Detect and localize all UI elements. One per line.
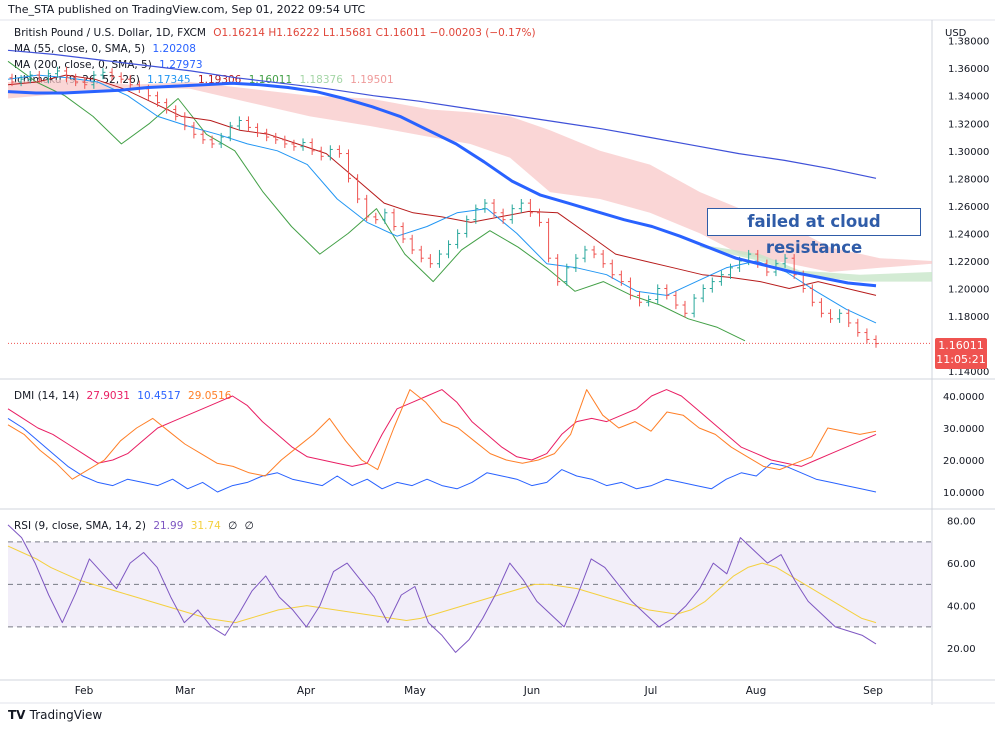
time-axis-tick: Aug [746, 685, 767, 697]
symbol-name: British Pound / U.S. Dollar, 1D, FXCM [14, 27, 206, 39]
price-axis-tick: 1.26000 [948, 202, 989, 213]
dmi-axis-tick: 40.0000 [943, 392, 984, 403]
time-axis-tick: Jun [523, 685, 540, 697]
time-axis-tick: May [404, 685, 426, 697]
dmi-series-1 [7, 417, 877, 493]
dmi-axis-tick: 30.0000 [943, 424, 984, 435]
time-axis-tick: Feb [75, 685, 94, 697]
rsi-line [7, 524, 877, 653]
last-price-tag: 1.16011 11:05:21 [935, 338, 987, 369]
rsi-axis-tick: 60.00 [947, 559, 976, 570]
ohlc-values: O1.16214 H1.16222 L1.15681 C1.16011 −0.0… [213, 27, 536, 39]
symbol-legend: British Pound / U.S. Dollar, 1D, FXCM O1… [14, 27, 540, 39]
tenkan-line [7, 74, 877, 324]
tradingview-footer: 𝗧𝗩 TradingView [8, 708, 102, 722]
kijun-line [7, 74, 877, 296]
price-axis-tick: 1.38000 [948, 37, 989, 48]
ichimoku-cloud [8, 79, 932, 272]
ma55-legend: MA (55, close, 0, SMA, 5) 1.20208 [14, 43, 200, 55]
price-axis-tick: 1.14000 [948, 367, 989, 378]
chikou-span [7, 60, 746, 342]
bar-countdown: 11:05:21 [936, 353, 986, 366]
tradingview-logo-icon: 𝗧𝗩 [8, 708, 26, 722]
time-axis-tick: Mar [175, 685, 195, 697]
rsi-value-3: ∅ [228, 520, 238, 532]
time-axis-tick: Sep [863, 685, 883, 697]
dmi-axis-tick: 10.0000 [943, 488, 984, 499]
time-axis-tick: Apr [297, 685, 316, 697]
candles-group [9, 66, 879, 348]
rsi-axis-tick: 40.00 [947, 602, 976, 613]
dmi-label: DMI (14, 14) [14, 390, 80, 402]
rsi-label: RSI (9, close, SMA, 14, 2) [14, 520, 146, 532]
price-axis-tick: 1.28000 [948, 174, 989, 185]
ichimoku-value-4: 1.18376 [299, 74, 343, 86]
publisher-header: The_STA published on TradingView.com, Se… [8, 3, 366, 16]
dmi-series-0 [7, 389, 877, 467]
tradingview-brand: TradingView [29, 708, 103, 722]
dmi-value-1: 27.9031 [86, 390, 130, 402]
rsi-axis-tick: 80.00 [947, 517, 976, 528]
price-axis-tick: 1.34000 [948, 92, 989, 103]
price-axis-tick: 1.20000 [948, 285, 989, 296]
rsi-value-1: 21.99 [153, 520, 184, 532]
ma200-line [7, 49, 877, 179]
price-axis-tick: 1.22000 [948, 257, 989, 268]
rsi-legend: RSI (9, close, SMA, 14, 2) 21.99 31.74 ∅… [14, 520, 258, 532]
price-axis-tick: 1.24000 [948, 229, 989, 240]
ma55-label: MA (55, close, 0, SMA, 5) [14, 43, 146, 55]
price-axis-tick: 1.18000 [948, 312, 989, 323]
dmi-value-3: 29.0516 [188, 390, 232, 402]
dmi-axis-tick: 20.0000 [943, 456, 984, 467]
ma55-value: 1.20208 [152, 43, 196, 55]
ichimoku-cloud-green [700, 244, 932, 282]
annotation-callout: failed at cloud resistance [707, 208, 921, 257]
dmi-series-2 [7, 389, 877, 480]
rsi-axis-tick: 20.00 [947, 644, 976, 655]
price-axis-tick: 1.30000 [948, 147, 989, 158]
rsi-value-2: 31.74 [190, 520, 221, 532]
dmi-legend: DMI (14, 14) 27.9031 10.4517 29.0516 [14, 390, 235, 402]
dmi-value-2: 10.4517 [137, 390, 181, 402]
price-axis-tick: 1.36000 [948, 64, 989, 75]
rsi-value-4: ∅ [244, 520, 254, 532]
last-price: 1.16011 [938, 339, 984, 352]
time-axis-tick: Jul [644, 685, 658, 697]
currency-label: USD [945, 28, 967, 39]
price-axis-tick: 1.32000 [948, 119, 989, 130]
rsi-ma-line [7, 545, 877, 624]
ichimoku-value-5: 1.19501 [350, 74, 394, 86]
ma55-line [7, 81, 877, 288]
